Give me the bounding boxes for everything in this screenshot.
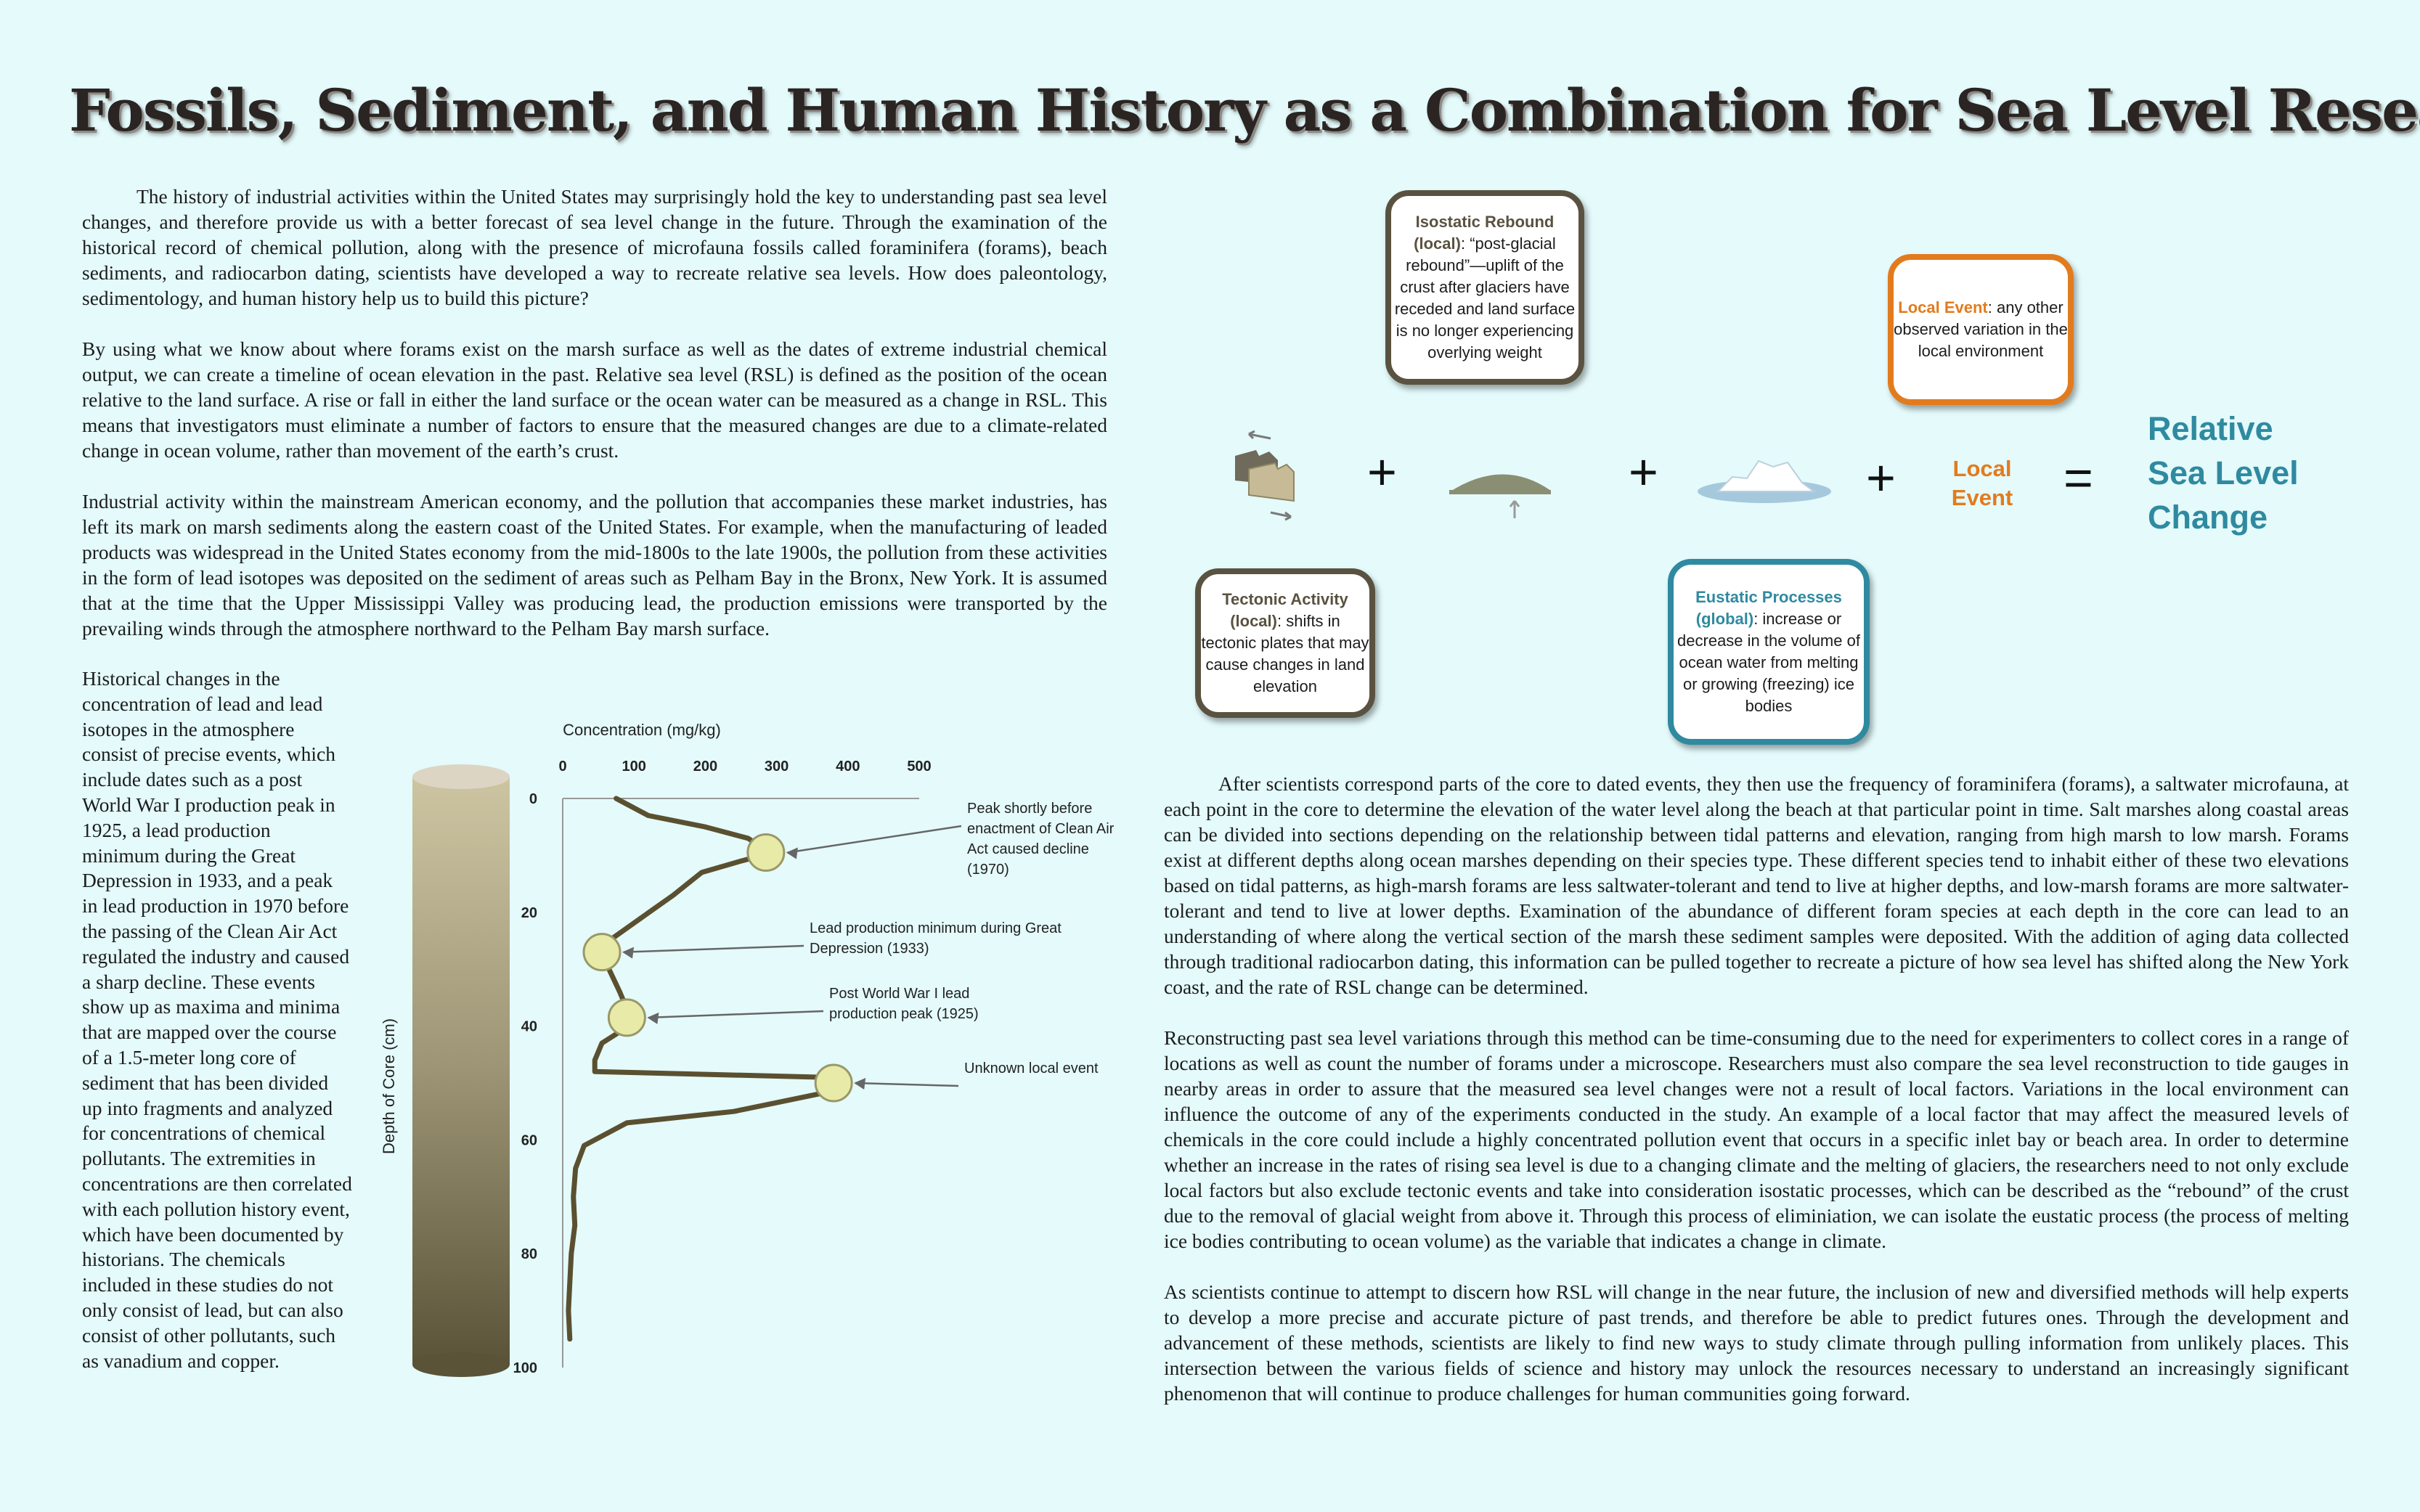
sediment-core-top bbox=[412, 764, 510, 789]
lead-concentration-chart: Depth of Core (cm) Concentration (mg/kg)… bbox=[380, 721, 1114, 1377]
right-paragraph-1: After scientists correspond parts of the… bbox=[1164, 772, 2349, 998]
annotation-arrowhead bbox=[622, 947, 635, 959]
right-text: After scientists correspond parts of the… bbox=[1164, 771, 2349, 1431]
annotation-arrowhead bbox=[786, 847, 798, 859]
local-event-heading: Local Event bbox=[1898, 298, 1988, 316]
y-tick-label: 0 bbox=[529, 791, 537, 807]
annotation-arrow bbox=[787, 825, 962, 854]
tectonic-description: : shifts in tectonic plates that may cau… bbox=[1201, 612, 1369, 695]
x-axis-label: Concentration (mg/kg) bbox=[563, 721, 721, 739]
event-marker bbox=[607, 998, 646, 1037]
ice-body-icon bbox=[1698, 459, 1831, 503]
intro-paragraph-3: Industrial activity within the mainstrea… bbox=[82, 490, 1107, 639]
y-tick-label: 40 bbox=[521, 1019, 537, 1035]
eustatic-heading: Eustatic Processes (global) bbox=[1695, 588, 1842, 628]
intro-paragraph-2: By using what we know about where forams… bbox=[82, 338, 1107, 462]
annotation-arrow bbox=[648, 1010, 824, 1019]
annotation-arrowhead bbox=[647, 1012, 659, 1024]
x-tick-label: 500 bbox=[907, 759, 931, 775]
y-tick-label: 100 bbox=[513, 1360, 537, 1376]
event-marker bbox=[746, 833, 786, 872]
page-title: Fossils, Sediment, and Human History as … bbox=[69, 76, 2420, 144]
relative-sea-level-change-label: Relative Sea Level Change bbox=[2148, 410, 2299, 536]
x-tick-label: 200 bbox=[693, 759, 717, 775]
equals-sign: = bbox=[2063, 449, 2093, 506]
sediment-core-bottom bbox=[412, 1352, 510, 1377]
plus-sign-2: + bbox=[1629, 444, 1658, 500]
x-tick-label: 100 bbox=[622, 759, 646, 775]
event-marker bbox=[814, 1063, 853, 1103]
tectonic-plates-icon bbox=[1235, 430, 1295, 521]
y-axis-label: Depth of Core (cm) bbox=[380, 1018, 398, 1154]
narrow-paragraph: Historical changes in the concentration … bbox=[82, 667, 352, 1372]
x-tick-label: 0 bbox=[558, 759, 566, 775]
local-event-box: Local Event: any other observed variatio… bbox=[1888, 254, 2074, 405]
annotation-label: Unknown local event bbox=[964, 1061, 1099, 1076]
plus-sign-1: + bbox=[1367, 444, 1397, 500]
eustatic-description: : increase or decrease in the volume of … bbox=[1677, 610, 1860, 715]
diagram-illustrations bbox=[1235, 430, 1551, 521]
narrow-text: Historical changes in the concentration … bbox=[82, 666, 352, 1373]
sediment-core-body bbox=[412, 777, 510, 1365]
y-tick-label: 20 bbox=[521, 905, 537, 921]
annotation-arrowhead bbox=[854, 1078, 866, 1090]
annotation-label: Peak shortly before enactment of Clean A… bbox=[967, 801, 1114, 878]
isostatic-heading: Isostatic Rebound (local) bbox=[1414, 213, 1555, 253]
lead-concentration-line bbox=[566, 796, 847, 1342]
intro-paragraph-1: The history of industrial activities wit… bbox=[82, 185, 1107, 309]
right-paragraph-2: Reconstructing past sea level variations… bbox=[1164, 1026, 2349, 1252]
x-tick-label: 300 bbox=[765, 759, 789, 775]
isostatic-rebound-icon bbox=[1449, 474, 1551, 518]
y-tick-label: 80 bbox=[521, 1246, 537, 1262]
annotation-label: Lead production minimum during Great Dep… bbox=[810, 920, 1062, 957]
right-paragraph-3: As scientists continue to attempt to dis… bbox=[1164, 1280, 2349, 1405]
tectonic-activity-box: Tectonic Activity (local): shifts in tec… bbox=[1195, 568, 1375, 718]
annotation-arrow bbox=[623, 944, 804, 953]
isostatic-rebound-box: Isostatic Rebound (local): “post-glacial… bbox=[1385, 190, 1584, 385]
eustatic-processes-box: Eustatic Processes (global): increase or… bbox=[1668, 559, 1870, 745]
annotation-arrow bbox=[855, 1082, 959, 1087]
x-tick-label: 400 bbox=[836, 759, 860, 775]
annotation-label: Post World War I lead production peak (1… bbox=[829, 986, 979, 1022]
local-event-label: Local Event bbox=[1951, 456, 2013, 510]
event-marker bbox=[582, 933, 622, 972]
isostatic-description: : “post-glacial rebound”—uplift of the c… bbox=[1394, 234, 1576, 361]
plus-sign-3: + bbox=[1866, 449, 1896, 506]
local-event-description: : any other observed variation in the lo… bbox=[1894, 298, 2068, 360]
intro-text: The history of industrial activities wit… bbox=[82, 184, 1107, 666]
tectonic-heading: Tectonic Activity (local) bbox=[1222, 590, 1348, 630]
y-tick-label: 60 bbox=[521, 1132, 537, 1148]
